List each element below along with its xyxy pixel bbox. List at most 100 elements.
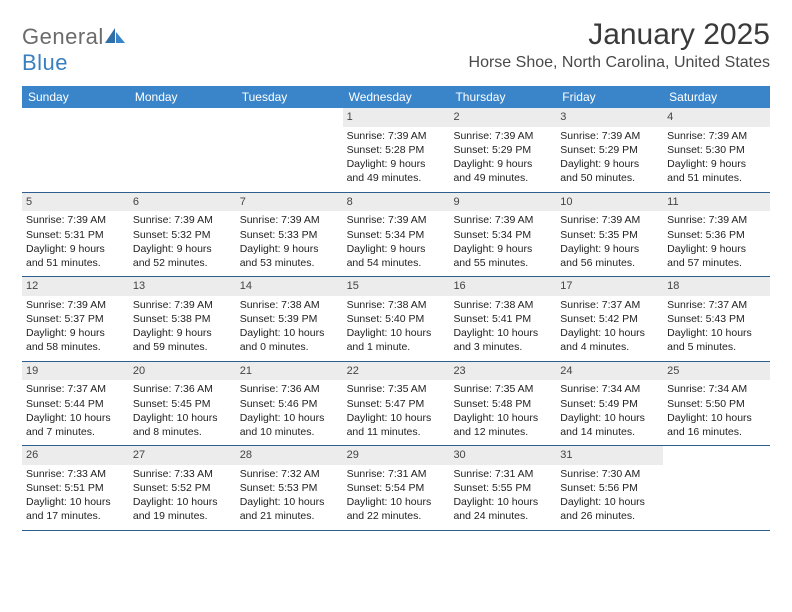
day-number-bar: 7 (236, 193, 343, 212)
cell-body: Sunrise: 7:39 AMSunset: 5:37 PMDaylight:… (22, 296, 129, 361)
daylight-line1: Daylight: 10 hours (347, 326, 446, 340)
calendar-cell: 24Sunrise: 7:34 AMSunset: 5:49 PMDayligh… (556, 362, 663, 446)
daylight-line2: and 57 minutes. (667, 256, 766, 270)
cell-body: Sunrise: 7:36 AMSunset: 5:45 PMDaylight:… (129, 380, 236, 445)
location-text: Horse Shoe, North Carolina, United State… (469, 54, 770, 72)
calendar-cell: 14Sunrise: 7:38 AMSunset: 5:39 PMDayligh… (236, 277, 343, 361)
calendar-week: 26Sunrise: 7:33 AMSunset: 5:51 PMDayligh… (22, 446, 770, 531)
daylight-line1: Daylight: 10 hours (347, 495, 446, 509)
cell-body: Sunrise: 7:37 AMSunset: 5:42 PMDaylight:… (556, 296, 663, 361)
daylight-line1: Daylight: 9 hours (347, 157, 446, 171)
cell-body: Sunrise: 7:32 AMSunset: 5:53 PMDaylight:… (236, 465, 343, 530)
sunset-text: Sunset: 5:34 PM (453, 228, 552, 242)
calendar-cell: 15Sunrise: 7:38 AMSunset: 5:40 PMDayligh… (343, 277, 450, 361)
day-number-bar: 22 (343, 362, 450, 381)
calendar-cell (663, 446, 770, 530)
daylight-line1: Daylight: 9 hours (560, 242, 659, 256)
calendar-cell (236, 108, 343, 192)
sunrise-text: Sunrise: 7:39 AM (453, 129, 552, 143)
sunset-text: Sunset: 5:48 PM (453, 397, 552, 411)
day-number-bar: 24 (556, 362, 663, 381)
daylight-line2: and 0 minutes. (240, 340, 339, 354)
calendar-cell: 4Sunrise: 7:39 AMSunset: 5:30 PMDaylight… (663, 108, 770, 192)
daylight-line1: Daylight: 10 hours (453, 411, 552, 425)
sunrise-text: Sunrise: 7:39 AM (560, 129, 659, 143)
cell-body: Sunrise: 7:39 AMSunset: 5:36 PMDaylight:… (663, 211, 770, 276)
day-header: Monday (129, 86, 236, 108)
calendar-cell: 5Sunrise: 7:39 AMSunset: 5:31 PMDaylight… (22, 193, 129, 277)
calendar-cell (22, 108, 129, 192)
calendar-cell: 29Sunrise: 7:31 AMSunset: 5:54 PMDayligh… (343, 446, 450, 530)
daylight-line1: Daylight: 9 hours (26, 242, 125, 256)
daylight-line2: and 54 minutes. (347, 256, 446, 270)
daylight-line1: Daylight: 10 hours (26, 411, 125, 425)
daylight-line2: and 53 minutes. (240, 256, 339, 270)
cell-body: Sunrise: 7:39 AMSunset: 5:30 PMDaylight:… (663, 127, 770, 192)
daylight-line1: Daylight: 9 hours (453, 242, 552, 256)
day-number-bar: 1 (343, 108, 450, 127)
cell-body: Sunrise: 7:34 AMSunset: 5:49 PMDaylight:… (556, 380, 663, 445)
cell-body: Sunrise: 7:39 AMSunset: 5:29 PMDaylight:… (449, 127, 556, 192)
day-number-bar: 28 (236, 446, 343, 465)
calendar-cell: 31Sunrise: 7:30 AMSunset: 5:56 PMDayligh… (556, 446, 663, 530)
calendar-cell: 27Sunrise: 7:33 AMSunset: 5:52 PMDayligh… (129, 446, 236, 530)
calendar-week: 19Sunrise: 7:37 AMSunset: 5:44 PMDayligh… (22, 362, 770, 447)
sunrise-text: Sunrise: 7:39 AM (347, 129, 446, 143)
brand-text-b: Blue (22, 50, 68, 75)
calendar-cell: 20Sunrise: 7:36 AMSunset: 5:45 PMDayligh… (129, 362, 236, 446)
calendar-cell: 25Sunrise: 7:34 AMSunset: 5:50 PMDayligh… (663, 362, 770, 446)
sunset-text: Sunset: 5:52 PM (133, 481, 232, 495)
calendar-grid: SundayMondayTuesdayWednesdayThursdayFrid… (22, 86, 770, 531)
sail-icon (104, 26, 126, 44)
daylight-line2: and 50 minutes. (560, 171, 659, 185)
day-number-bar: 16 (449, 277, 556, 296)
sunrise-text: Sunrise: 7:38 AM (240, 298, 339, 312)
daylight-line1: Daylight: 10 hours (560, 495, 659, 509)
cell-body: Sunrise: 7:38 AMSunset: 5:41 PMDaylight:… (449, 296, 556, 361)
calendar-week: 12Sunrise: 7:39 AMSunset: 5:37 PMDayligh… (22, 277, 770, 362)
sunset-text: Sunset: 5:50 PM (667, 397, 766, 411)
cell-body: Sunrise: 7:35 AMSunset: 5:47 PMDaylight:… (343, 380, 450, 445)
day-number-bar: 14 (236, 277, 343, 296)
sunset-text: Sunset: 5:32 PM (133, 228, 232, 242)
day-number-bar: 5 (22, 193, 129, 212)
cell-body: Sunrise: 7:36 AMSunset: 5:46 PMDaylight:… (236, 380, 343, 445)
calendar-cell: 30Sunrise: 7:31 AMSunset: 5:55 PMDayligh… (449, 446, 556, 530)
daylight-line2: and 12 minutes. (453, 425, 552, 439)
sunrise-text: Sunrise: 7:39 AM (560, 213, 659, 227)
daylight-line2: and 1 minute. (347, 340, 446, 354)
day-number-bar: 8 (343, 193, 450, 212)
sunrise-text: Sunrise: 7:39 AM (133, 298, 232, 312)
calendar-cell: 2Sunrise: 7:39 AMSunset: 5:29 PMDaylight… (449, 108, 556, 192)
calendar-cell: 23Sunrise: 7:35 AMSunset: 5:48 PMDayligh… (449, 362, 556, 446)
month-title: January 2025 (469, 18, 770, 52)
cell-body: Sunrise: 7:39 AMSunset: 5:32 PMDaylight:… (129, 211, 236, 276)
calendar-cell (129, 108, 236, 192)
calendar-cell: 10Sunrise: 7:39 AMSunset: 5:35 PMDayligh… (556, 193, 663, 277)
daylight-line1: Daylight: 10 hours (133, 411, 232, 425)
day-number-bar: 12 (22, 277, 129, 296)
daylight-line2: and 14 minutes. (560, 425, 659, 439)
day-number-bar: 26 (22, 446, 129, 465)
day-number-bar (129, 108, 236, 127)
cell-body: Sunrise: 7:30 AMSunset: 5:56 PMDaylight:… (556, 465, 663, 530)
sunrise-text: Sunrise: 7:38 AM (347, 298, 446, 312)
day-header: Tuesday (236, 86, 343, 108)
title-block: January 2025 Horse Shoe, North Carolina,… (469, 18, 770, 72)
sunset-text: Sunset: 5:35 PM (560, 228, 659, 242)
calendar-cell: 22Sunrise: 7:35 AMSunset: 5:47 PMDayligh… (343, 362, 450, 446)
calendar-cell: 16Sunrise: 7:38 AMSunset: 5:41 PMDayligh… (449, 277, 556, 361)
sunset-text: Sunset: 5:51 PM (26, 481, 125, 495)
daylight-line2: and 5 minutes. (667, 340, 766, 354)
daylight-line1: Daylight: 9 hours (453, 157, 552, 171)
daylight-line1: Daylight: 9 hours (667, 157, 766, 171)
sunset-text: Sunset: 5:41 PM (453, 312, 552, 326)
day-number-bar: 21 (236, 362, 343, 381)
sunrise-text: Sunrise: 7:39 AM (26, 213, 125, 227)
daylight-line2: and 7 minutes. (26, 425, 125, 439)
day-number-bar: 2 (449, 108, 556, 127)
sunset-text: Sunset: 5:39 PM (240, 312, 339, 326)
daylight-line1: Daylight: 10 hours (560, 326, 659, 340)
cell-body: Sunrise: 7:31 AMSunset: 5:54 PMDaylight:… (343, 465, 450, 530)
daylight-line2: and 49 minutes. (453, 171, 552, 185)
